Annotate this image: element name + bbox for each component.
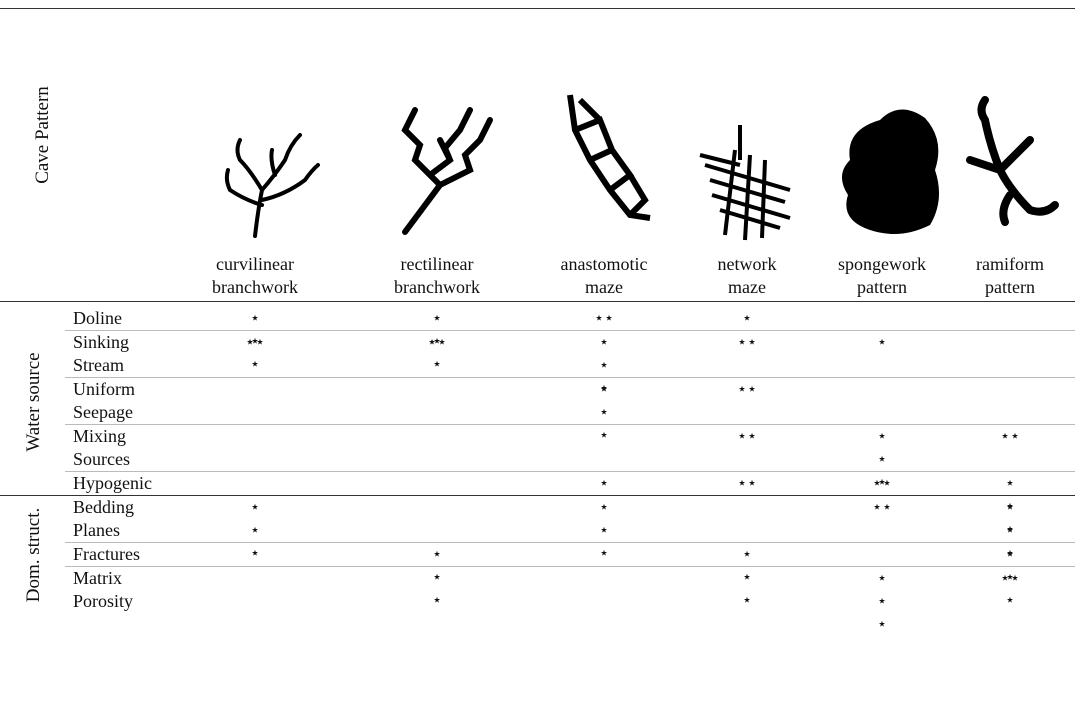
rating-cell: ⋆⋆ <box>244 334 266 351</box>
row-label: Fractures <box>73 544 140 564</box>
rating-cell: ⋆ <box>741 310 753 327</box>
rating-cell: ⋆ ⋆ ⋆ <box>876 570 888 633</box>
group-label: Water source <box>23 351 44 452</box>
rating-cell: ⋆ ⋆ ⋆ <box>1004 499 1016 562</box>
icon-rectilinear <box>401 107 493 235</box>
column-header: curvilinear branchwork <box>212 254 298 297</box>
row-rule <box>65 471 1075 472</box>
column-header: network maze <box>717 254 777 297</box>
group-label: Dom. struct. <box>23 507 44 603</box>
row-label: Uniform Seepage <box>73 379 135 422</box>
rating-cell: ⋆⋆ <box>593 310 615 327</box>
row-rule <box>65 330 1075 331</box>
icon-anastomotic <box>567 94 651 221</box>
rating-cell: ⋆⋆ <box>736 475 758 492</box>
rating-cell: ⋆ ⋆ ⋆ <box>598 334 610 397</box>
rating-cell: ⋆⋆ <box>871 475 893 492</box>
rating-cell: ⋆ ⋆ ⋆ <box>598 499 610 562</box>
rating-cell: ⋆⋆ <box>736 428 758 445</box>
row-rule <box>65 566 1075 567</box>
row-label: Bedding Planes <box>73 497 134 540</box>
rating-cell: ⋆ ⋆ ⋆ <box>741 546 753 609</box>
row-label: Doline <box>73 308 122 328</box>
rating-cell: ⋆ ⋆ ⋆ <box>876 428 888 491</box>
row-label: Mixing Sources <box>73 426 130 469</box>
top-rule <box>0 8 1075 9</box>
group-rule <box>0 495 1075 496</box>
icon-network <box>699 125 791 241</box>
rating-cell: ⋆⋆ <box>426 334 448 351</box>
rating-cell: ⋆ ⋆ ⋆ <box>431 310 443 373</box>
rating-cell: ⋆ ⋆ ⋆ <box>249 310 261 373</box>
row-rule <box>65 542 1075 543</box>
row-rule <box>65 377 1075 378</box>
rating-cell: ⋆⋆ <box>736 334 758 351</box>
row-label: Hypogenic <box>73 473 152 493</box>
row-label: Sinking Stream <box>73 332 130 375</box>
rating-cell: ⋆ ⋆ ⋆ <box>249 499 261 562</box>
column-header: ramiform pattern <box>976 254 1044 297</box>
rating-cell: ⋆ ⋆ ⋆ <box>598 381 610 444</box>
icon-curvilinear <box>224 133 320 238</box>
rating-cell: ⋆⋆ <box>999 570 1021 587</box>
rating-cell: ⋆ ⋆ ⋆ <box>1004 475 1016 538</box>
column-header: anastomotic maze <box>560 254 648 297</box>
corner-label: Cave Pattern <box>32 86 53 184</box>
rating-cell: ⋆⋆ <box>999 428 1021 445</box>
icon-spongework <box>841 109 939 234</box>
icon-ramiform <box>966 96 1059 226</box>
rating-cell: ⋆ <box>598 475 610 492</box>
column-header: rectilinear branchwork <box>394 254 480 297</box>
row-label: Matrix Porosity <box>73 568 134 611</box>
rating-cell: ⋆ ⋆ ⋆ <box>431 546 443 609</box>
rating-cell: ⋆ <box>876 334 888 351</box>
row-rule <box>65 424 1075 425</box>
rating-cell: ⋆⋆ <box>871 499 893 516</box>
rating-cell: ⋆⋆ <box>736 381 758 398</box>
column-header: spongework pattern <box>838 254 926 297</box>
header-rule <box>0 301 1075 302</box>
rating-cell: ⋆ ⋆ ⋆ <box>1004 546 1016 609</box>
pattern-icons <box>224 94 1059 241</box>
